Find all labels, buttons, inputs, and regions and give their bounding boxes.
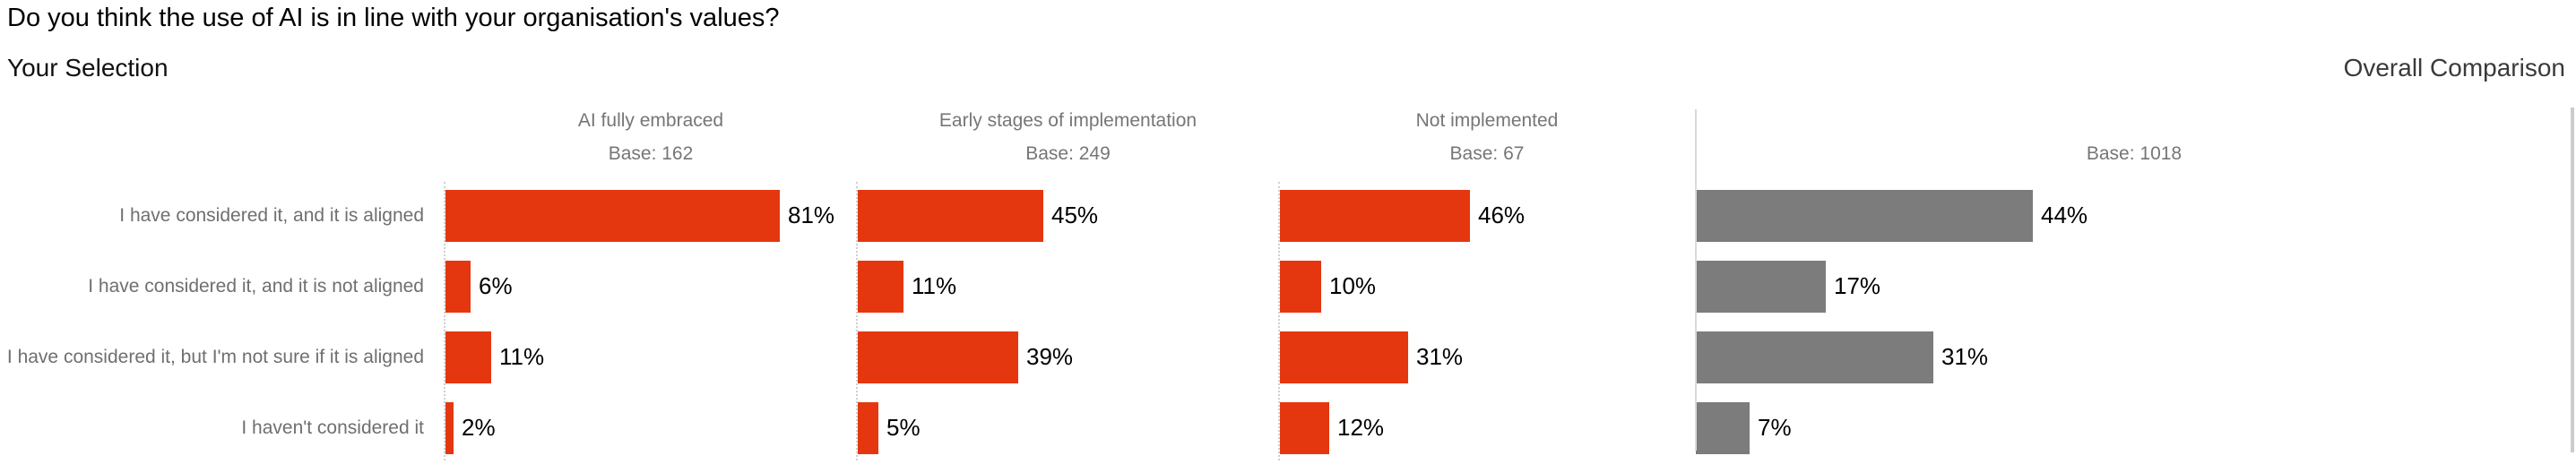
bar-value-label: 17% — [1834, 272, 1881, 299]
bar-value-label: 2% — [462, 414, 496, 441]
selection-column-panel: 81% 6% 11% 2% — [445, 180, 858, 463]
bar-segment[interactable] — [445, 189, 780, 242]
bar-segment[interactable] — [1696, 401, 1750, 454]
bar-row: 31% — [1696, 322, 2574, 392]
column-header-1: Early stages of implementation — [938, 110, 1197, 131]
bar-row: 5% — [858, 392, 1280, 463]
bar-value-label: 7% — [1758, 414, 1792, 441]
bar-value-label: 12% — [1337, 414, 1385, 441]
your-selection-heading: Your Selection — [7, 54, 169, 82]
panel-divider-line — [1695, 109, 1697, 451]
bar-segment[interactable] — [858, 260, 903, 313]
bar-row: 6% — [445, 251, 858, 322]
bar-value-label: 45% — [1051, 202, 1099, 228]
bar-row: 46% — [1280, 180, 1696, 251]
overall-comparison-panel: 44% 17% 31% 7% — [1696, 180, 2574, 463]
bar-value-label: 11% — [499, 343, 545, 370]
row-label: I have considered it, and it is not alig… — [88, 276, 424, 297]
bar-segment[interactable] — [858, 401, 878, 454]
row-labels: I have considered it, and it is aligned I… — [0, 180, 434, 463]
selection-column-panel: 46% 10% 31% 12% — [1280, 180, 1696, 463]
bar-segment[interactable] — [1696, 331, 1933, 383]
bar-row: 7% — [1696, 392, 2574, 463]
bar-row: 11% — [445, 322, 858, 392]
bar-value-label: 31% — [1941, 343, 1989, 370]
bar-segment[interactable] — [858, 189, 1043, 242]
bar-value-label: 44% — [2041, 202, 2088, 228]
bar-segment[interactable] — [1280, 401, 1329, 454]
vertical-scrollbar-track[interactable] — [2571, 108, 2574, 452]
bar-segment[interactable] — [445, 260, 471, 313]
row-label: I haven't considered it — [241, 417, 424, 438]
bar-row: 11% — [858, 251, 1280, 322]
bar-segment[interactable] — [445, 331, 491, 383]
bar-row: 10% — [1280, 251, 1696, 322]
axis-line-dotted — [1278, 182, 1280, 460]
column-base-3: Base: 1018 — [2086, 143, 2183, 164]
bar-segment[interactable] — [1280, 260, 1321, 313]
bar-segment[interactable] — [1280, 331, 1408, 383]
bar-row: 31% — [1280, 322, 1696, 392]
question-title: Do you think the use of AI is in line wi… — [7, 4, 780, 32]
bar-value-label: 31% — [1416, 343, 1464, 370]
row-label: I have considered it, and it is aligned — [119, 205, 424, 226]
column-base-0: Base: 162 — [608, 143, 694, 164]
bar-segment[interactable] — [1696, 189, 2033, 242]
bar-value-label: 46% — [1478, 202, 1526, 228]
bar-value-label: 81% — [788, 202, 835, 228]
bar-segment[interactable] — [1696, 260, 1826, 313]
bar-row: 39% — [858, 322, 1280, 392]
bar-row: 12% — [1280, 392, 1696, 463]
bar-value-label: 10% — [1329, 272, 1377, 299]
column-header-2: Not implemented — [1415, 110, 1559, 131]
axis-line-dotted — [856, 182, 858, 460]
column-base-2: Base: 67 — [1449, 143, 1525, 164]
bar-row: 81% — [445, 180, 858, 251]
column-header-0: AI fully embraced — [577, 110, 724, 131]
bar-segment[interactable] — [858, 331, 1018, 383]
bar-segment[interactable] — [445, 401, 454, 454]
bar-row: 44% — [1696, 180, 2574, 251]
axis-line-dotted — [444, 182, 445, 460]
column-base-1: Base: 249 — [1025, 143, 1111, 164]
bar-row: 45% — [858, 180, 1280, 251]
bar-segment[interactable] — [1280, 189, 1470, 242]
selection-column-panel: 45% 11% 39% 5% — [858, 180, 1280, 463]
bar-row: 2% — [445, 392, 858, 463]
overall-comparison-heading: Overall Comparison — [2343, 54, 2565, 82]
bar-value-label: 39% — [1026, 343, 1074, 370]
bar-value-label: 6% — [479, 272, 513, 299]
bar-value-label: 5% — [886, 414, 921, 441]
bar-value-label: 11% — [912, 272, 957, 299]
row-label: I have considered it, but I'm not sure i… — [6, 347, 424, 367]
bar-row: 17% — [1696, 251, 2574, 322]
